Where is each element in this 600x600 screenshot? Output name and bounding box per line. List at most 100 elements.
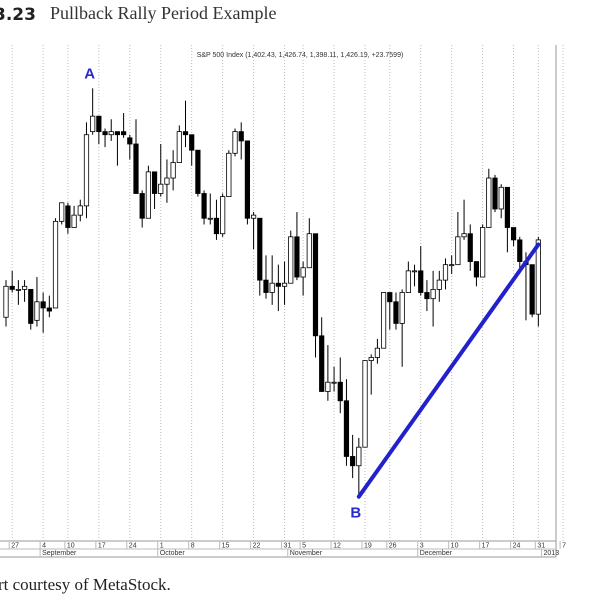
candle-body bbox=[139, 193, 145, 219]
candle-body bbox=[455, 236, 461, 266]
candle-body bbox=[250, 214, 257, 219]
month-label: 2013 bbox=[544, 550, 560, 557]
legend-text: S&P 500 Index (1,402.43, 1,426.74, 1,398… bbox=[197, 52, 404, 59]
candle-body bbox=[238, 131, 244, 142]
candle-body bbox=[59, 202, 65, 222]
candle-body bbox=[114, 131, 121, 136]
x-tick-label: 4 bbox=[42, 542, 46, 549]
candle-body bbox=[108, 131, 114, 136]
x-tick-label: 22 bbox=[253, 542, 261, 549]
candle-body bbox=[176, 131, 182, 163]
caption: rt courtesy of MetaStock. bbox=[0, 575, 171, 594]
candle-body bbox=[510, 227, 517, 241]
candle-body bbox=[288, 236, 294, 284]
candle-body bbox=[207, 217, 213, 220]
candle-body bbox=[52, 220, 59, 309]
candle-body bbox=[473, 261, 480, 278]
candle-body bbox=[151, 171, 158, 194]
candle-body bbox=[244, 140, 251, 219]
candle-body bbox=[312, 233, 319, 337]
candle-body bbox=[337, 381, 343, 402]
candle-body bbox=[380, 292, 387, 349]
candle-body bbox=[15, 289, 21, 291]
candle-body bbox=[77, 205, 83, 216]
candle-body bbox=[182, 131, 189, 136]
x-tick-label: 31 bbox=[537, 542, 545, 549]
candle-body bbox=[133, 143, 139, 194]
candle-body bbox=[535, 239, 541, 315]
candle-body bbox=[220, 196, 226, 235]
x-tick-label: 5 bbox=[302, 542, 306, 549]
x-tick-label: 10 bbox=[451, 542, 459, 549]
candle-body bbox=[300, 267, 306, 278]
figure-title: Pullback Rally Period Example bbox=[50, 3, 276, 23]
candle-body bbox=[418, 270, 424, 293]
candle-body bbox=[28, 289, 34, 324]
candle-body bbox=[46, 307, 52, 312]
candle-body bbox=[368, 357, 374, 361]
annotation: A bbox=[84, 65, 95, 82]
candle-body bbox=[170, 162, 176, 179]
candle-body bbox=[449, 264, 455, 267]
candle-body bbox=[529, 264, 535, 315]
annotation: B bbox=[350, 505, 361, 522]
x-tick-label: 31 bbox=[284, 542, 292, 549]
candle-body bbox=[461, 233, 467, 238]
candle-body bbox=[424, 292, 430, 300]
candle-body bbox=[65, 205, 71, 228]
candle-body bbox=[294, 236, 300, 278]
candle-body bbox=[40, 301, 46, 309]
trend-line bbox=[356, 242, 541, 499]
candle-body bbox=[3, 285, 9, 318]
candle-body bbox=[195, 149, 201, 194]
x-tick-label: 3 bbox=[420, 542, 424, 549]
x-tick-label: 24 bbox=[513, 542, 521, 549]
candle-body bbox=[486, 177, 492, 228]
month-label: November bbox=[290, 550, 323, 557]
x-tick-label: 17 bbox=[98, 542, 106, 549]
candle-body bbox=[275, 282, 281, 287]
candle-body bbox=[83, 134, 90, 207]
x-tick-label: 19 bbox=[364, 542, 372, 549]
candle-body bbox=[442, 264, 449, 281]
candle-body bbox=[263, 279, 269, 293]
candle-body bbox=[9, 285, 15, 290]
candle-body bbox=[350, 456, 356, 467]
x-tick-label: 26 bbox=[389, 542, 397, 549]
x-tick-label: 1 bbox=[160, 542, 164, 549]
candle-body bbox=[121, 131, 127, 136]
candle-body bbox=[498, 186, 504, 210]
candle-body bbox=[189, 134, 195, 151]
x-tick-label: 10 bbox=[67, 542, 75, 549]
candle-body bbox=[21, 285, 28, 290]
candle-body bbox=[411, 270, 418, 273]
x-tick-label: 15 bbox=[222, 542, 230, 549]
candle-body bbox=[492, 177, 498, 210]
candle-body bbox=[71, 214, 77, 228]
candle-body bbox=[127, 137, 133, 145]
candle-body bbox=[405, 270, 411, 293]
candle-body bbox=[102, 131, 108, 136]
candle-body bbox=[504, 186, 510, 228]
month-label: December bbox=[420, 550, 453, 557]
candle-body bbox=[257, 217, 263, 281]
candle-body bbox=[331, 381, 337, 384]
candle-body bbox=[467, 233, 473, 262]
candle-body bbox=[374, 347, 381, 358]
candle-body bbox=[226, 152, 232, 197]
x-tick-label: 27 bbox=[11, 542, 19, 549]
candle-body bbox=[306, 233, 312, 269]
candle-body bbox=[201, 193, 207, 219]
month-label: September bbox=[42, 550, 77, 557]
candle-body bbox=[399, 292, 405, 324]
candle-body bbox=[34, 301, 40, 321]
candle-body bbox=[145, 171, 151, 219]
x-tick-label: 8 bbox=[191, 542, 195, 549]
x-tick-label: 7 bbox=[562, 542, 566, 549]
candle-body bbox=[164, 177, 170, 185]
candle-body bbox=[319, 335, 325, 392]
candle-body bbox=[517, 239, 523, 262]
candle-body bbox=[325, 381, 331, 392]
candle-body bbox=[96, 115, 102, 133]
